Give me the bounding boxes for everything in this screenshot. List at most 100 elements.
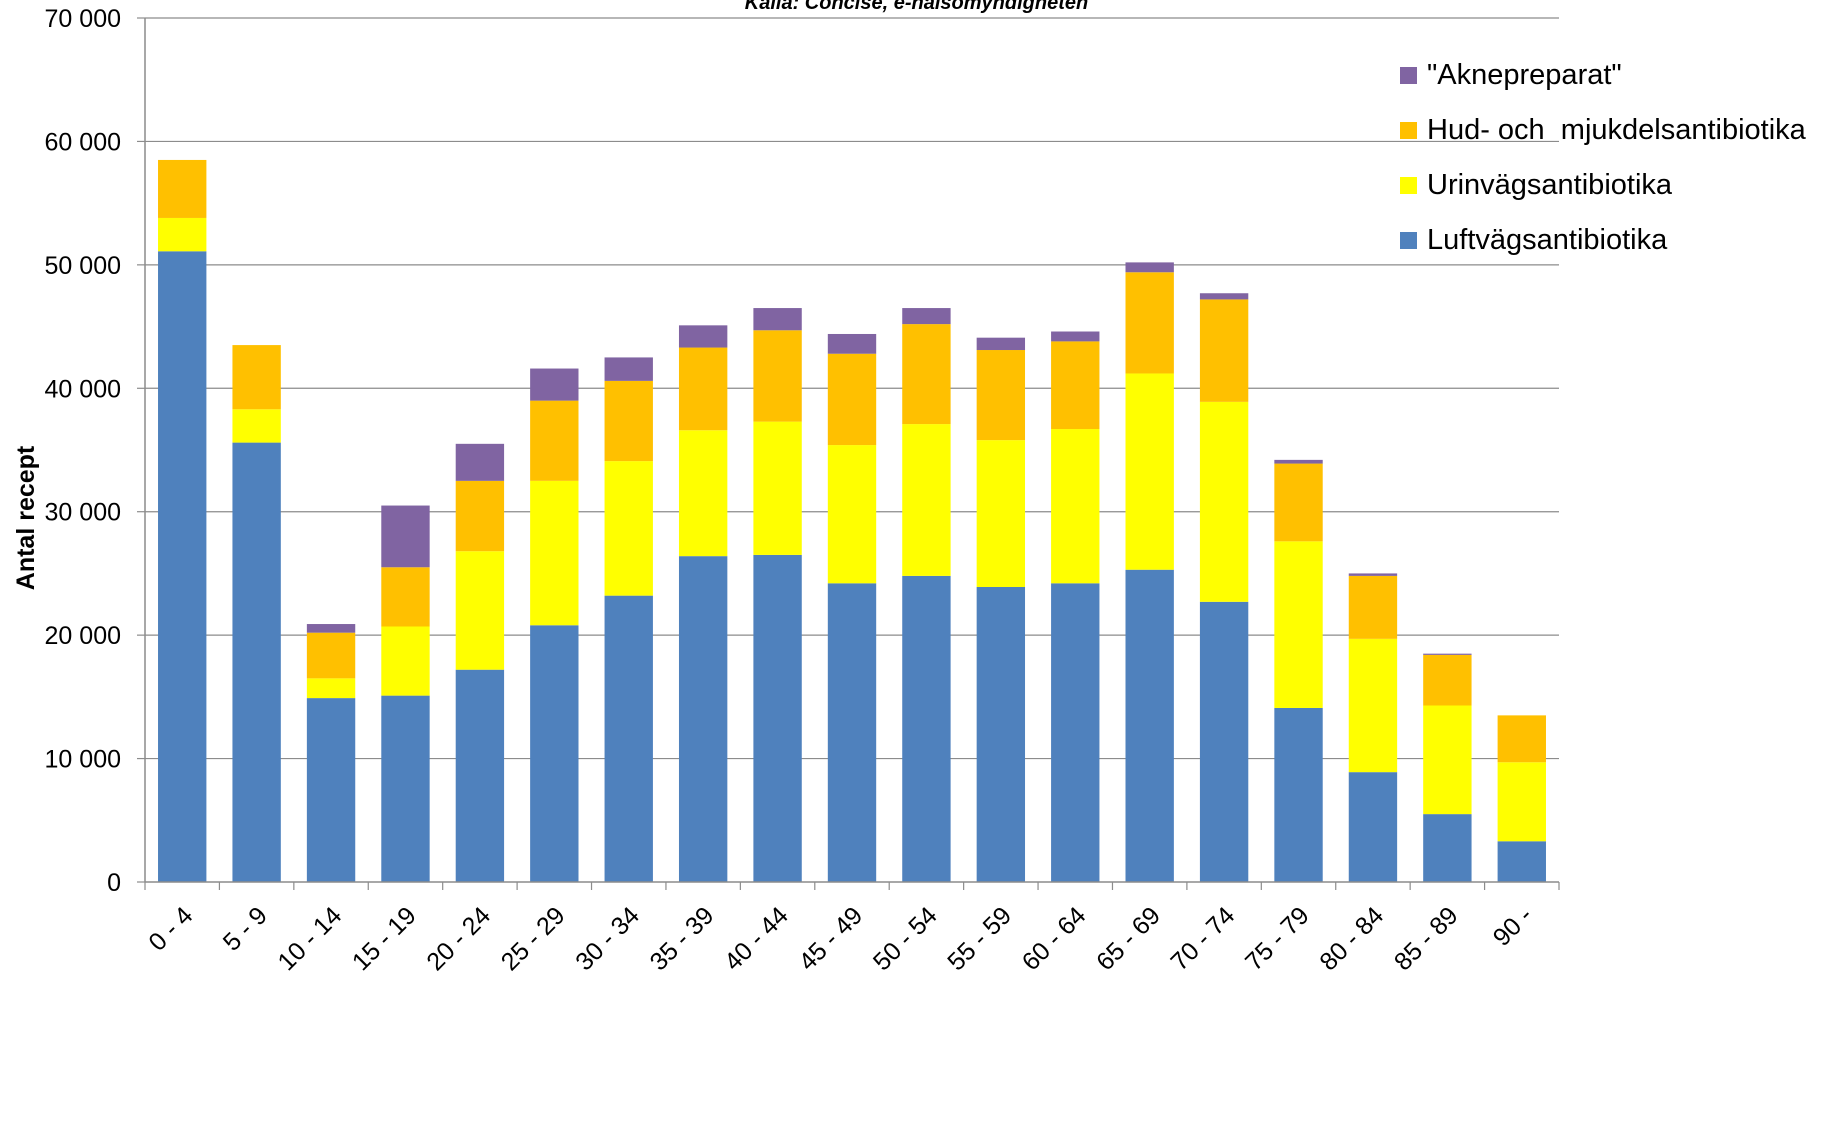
- bar-segment-3: [902, 324, 951, 425]
- bar-segment-4: [902, 308, 951, 325]
- legend-label-aknepreparat: "Aknepreparat": [1427, 59, 1622, 91]
- x-tick-label: 85 - 89: [1389, 901, 1464, 976]
- y-axis-label: Antal recept: [12, 445, 40, 590]
- y-tick-label: 10 000: [45, 746, 121, 774]
- bar-segment-2: [902, 424, 951, 576]
- bar-segment-3: [827, 353, 877, 446]
- y-tick-label: 60 000: [45, 128, 121, 156]
- bar-segment-4: [1125, 262, 1174, 273]
- legend-item-aknepreparat: "Aknepreparat": [1400, 48, 1806, 103]
- legend-label-urinvag: Urinvägsantibiotika: [1427, 169, 1673, 201]
- legend-swatch-luftvag: [1400, 232, 1417, 249]
- y-tick-labels: 0 10 000 20 000 30 000 40 000 50 000 60 000 70 …: [45, 5, 121, 897]
- bar-segment-1: [306, 698, 356, 882]
- bar-segment-1: [827, 583, 877, 882]
- bar-segment-2: [753, 421, 802, 555]
- bar-segment-4: [306, 624, 356, 633]
- x-tick-label: 80 - 84: [1314, 901, 1389, 976]
- x-tick-label: 55 - 59: [942, 901, 1017, 976]
- y-tick-label: 30 000: [45, 499, 121, 527]
- bar-segment-4: [678, 325, 728, 348]
- legend-item-urinvag: Urinvägsantibiotika: [1400, 158, 1806, 213]
- axes: [137, 17, 1560, 890]
- bar-segment-4: [976, 337, 1026, 351]
- bar-segment-1: [1348, 772, 1398, 882]
- bar-segment-3: [1348, 575, 1398, 639]
- bar-segment-3: [381, 567, 430, 627]
- legend: "Aknepreparat" Hud- och mjukdelsantibiot…: [1400, 48, 1806, 268]
- bars: [158, 159, 1546, 882]
- x-tick-label: 75 - 79: [1240, 901, 1315, 976]
- bar-segment-2: [1348, 638, 1398, 773]
- x-tick-labels: 0 - 4 5 - 9 10 - 14 15 - 19 20 - 24 25 - 29 30…: [143, 901, 1538, 976]
- bar-segment-2: [232, 409, 281, 443]
- bar-segment-1: [976, 587, 1026, 882]
- bar-segment-1: [1125, 569, 1174, 882]
- y-tick-label: 50 000: [45, 252, 121, 280]
- bar-segment-4: [1051, 331, 1100, 342]
- bar-segment-2: [1497, 762, 1546, 842]
- bar-segment-4: [1423, 653, 1472, 655]
- bar-segment-2: [1274, 541, 1323, 708]
- bar-segment-2: [158, 217, 207, 252]
- bar-segment-1: [1199, 601, 1249, 882]
- bar-segment-4: [455, 443, 505, 481]
- x-tick-label: 60 - 64: [1017, 901, 1092, 976]
- bar-segment-1: [1051, 583, 1100, 882]
- bar-segment-3: [1274, 463, 1323, 542]
- bar-segment-2: [1423, 705, 1472, 815]
- bar-segment-3: [1497, 715, 1546, 763]
- bar-segment-2: [306, 678, 356, 699]
- bar-segment-2: [1051, 429, 1100, 584]
- bar-segment-1: [678, 556, 728, 882]
- x-tick-label: 50 - 54: [868, 901, 943, 976]
- bar-segment-4: [1274, 459, 1323, 464]
- x-tick-label: 20 - 24: [421, 901, 496, 976]
- bar-segment-3: [604, 380, 653, 462]
- bar-segment-3: [1051, 341, 1100, 430]
- x-tick-label: 10 - 14: [272, 901, 347, 976]
- bar-segment-4: [827, 333, 877, 354]
- legend-label-luftvag: Luftvägsantibiotika: [1427, 224, 1668, 256]
- bar-segment-1: [455, 669, 505, 882]
- bar-segment-3: [232, 345, 281, 410]
- x-tick-label: 35 - 39: [645, 901, 720, 976]
- legend-swatch-aknepreparat: [1400, 67, 1417, 84]
- legend-label-hud: Hud- och mjukdelsantibiotika: [1427, 114, 1806, 146]
- x-tick-label: 45 - 49: [793, 901, 868, 976]
- bar-segment-3: [1199, 299, 1249, 402]
- bar-segment-2: [530, 480, 579, 626]
- bar-segment-1: [1497, 841, 1546, 882]
- bar-segment-3: [158, 159, 207, 218]
- x-tick-label: 90 -: [1488, 901, 1538, 951]
- bar-segment-4: [604, 357, 653, 381]
- bar-segment-1: [158, 251, 207, 882]
- legend-swatch-urinvag: [1400, 177, 1417, 194]
- x-tick-label: 70 - 74: [1166, 901, 1241, 976]
- bar-segment-1: [604, 595, 653, 882]
- x-tick-label: 40 - 44: [719, 901, 794, 976]
- bar-segment-3: [1423, 654, 1472, 706]
- bar-segment-1: [753, 554, 802, 882]
- bar-segment-4: [1199, 293, 1249, 300]
- bar-segment-3: [306, 632, 356, 679]
- bar-segment-2: [976, 440, 1026, 588]
- x-tick-label: 0 - 4: [143, 901, 198, 956]
- bar-segment-1: [1274, 707, 1323, 882]
- bar-segment-3: [1125, 272, 1174, 374]
- source-note: Källa: Concise, e-hälsomyndigheten: [744, 0, 1089, 14]
- y-tick-label: 70 000: [45, 5, 121, 33]
- bar-segment-2: [1125, 373, 1174, 570]
- x-tick-label: 15 - 19: [347, 901, 422, 976]
- bar-segment-2: [455, 551, 505, 670]
- bar-segment-2: [678, 430, 728, 557]
- bar-segment-1: [232, 442, 281, 882]
- bar-segment-1: [530, 625, 579, 882]
- legend-swatch-hud: [1400, 122, 1417, 139]
- bar-segment-2: [381, 626, 430, 696]
- bar-segment-3: [455, 480, 505, 552]
- bar-segment-1: [902, 575, 951, 882]
- legend-item-hud: Hud- och mjukdelsantibiotika: [1400, 103, 1806, 158]
